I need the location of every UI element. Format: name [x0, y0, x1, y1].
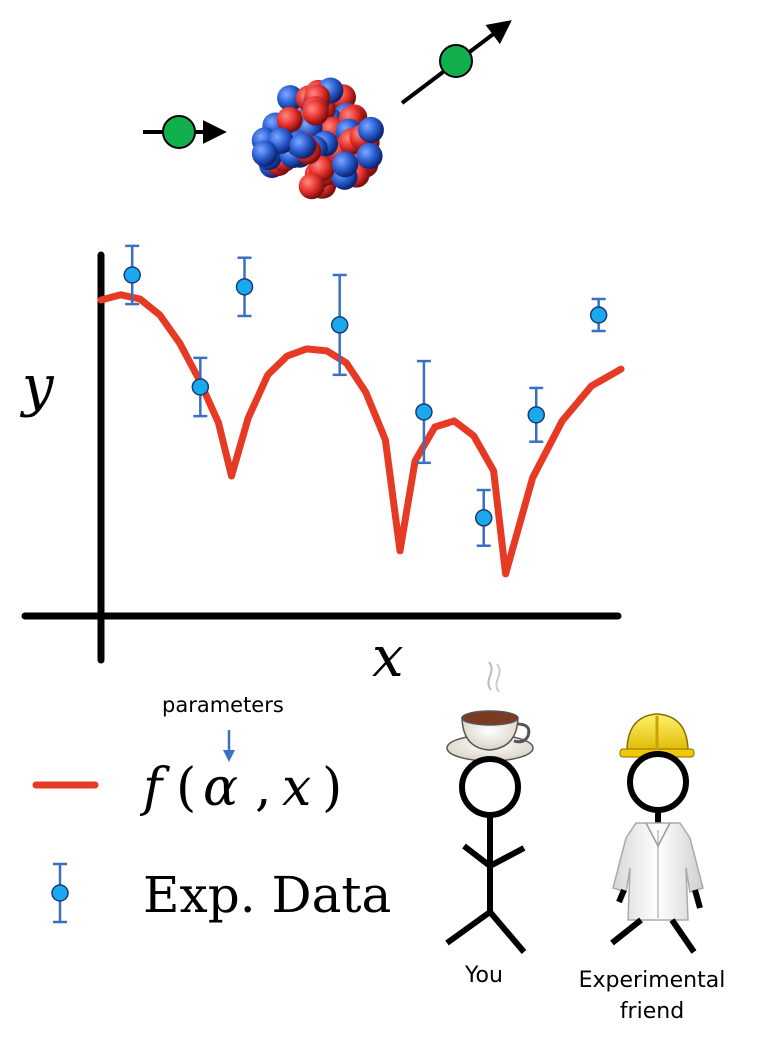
proton-icon — [298, 173, 325, 200]
legend: parameters f ( α , x ) Exp. Data — [32, 693, 391, 924]
model-curve — [97, 291, 625, 578]
data-marker — [330, 316, 349, 334]
hard-hat-icon — [619, 713, 695, 758]
data-marker — [123, 266, 141, 284]
proton-icon — [276, 106, 303, 133]
neutron-icon — [277, 85, 304, 112]
data-point-6 — [474, 488, 493, 547]
scattered-particle-icon — [439, 44, 473, 78]
data-point-2 — [191, 356, 210, 418]
data-point-5 — [415, 359, 433, 465]
parameters-annotation: parameters — [162, 693, 284, 717]
proton-icon — [302, 99, 329, 126]
data-point-3 — [235, 256, 254, 318]
lab-coat-icon — [612, 822, 704, 921]
chart: y x — [19, 244, 625, 690]
data-point-8 — [589, 297, 608, 333]
legend-exp-data-label: Exp. Data — [143, 866, 391, 924]
experimental-friend-figure: Experimental friend — [579, 713, 726, 1024]
neutron-icon — [251, 140, 278, 167]
outgoing-projectile — [400, 20, 512, 105]
you-figure: You — [445, 661, 534, 988]
y-axis-label: y — [19, 354, 55, 419]
func-alpha: α — [203, 758, 238, 818]
func-f: f — [139, 758, 170, 818]
legend-data-swatch — [51, 862, 69, 924]
x-axis-label: x — [372, 625, 404, 690]
data-point-7 — [527, 386, 545, 443]
neutron-icon — [357, 116, 384, 143]
neutron-icon — [356, 143, 383, 169]
friend-label-line2: friend — [620, 999, 684, 1024]
friend-label-line1: Experimental — [579, 968, 726, 993]
nucleus-icon — [251, 77, 384, 200]
you-label: You — [464, 963, 503, 988]
data-point-1 — [123, 244, 141, 306]
neutron-icon — [332, 151, 359, 178]
data-point-4 — [330, 273, 349, 377]
func-comma: , — [255, 758, 272, 818]
data-marker — [415, 403, 433, 421]
func-open-paren: ( — [176, 758, 196, 818]
data-marker — [589, 306, 608, 324]
exp-data-points — [123, 244, 608, 547]
incoming-projectile — [143, 115, 227, 149]
data-marker — [527, 406, 545, 424]
func-x: x — [282, 758, 311, 818]
projectile-particle-icon — [162, 115, 196, 149]
neutron-icon — [289, 132, 316, 159]
data-marker — [191, 378, 210, 396]
parameters-arrowhead-icon — [223, 750, 235, 762]
data-marker — [235, 278, 254, 296]
coffee-cup-icon — [446, 661, 534, 762]
func-close-paren: ) — [322, 758, 342, 818]
data-marker — [474, 509, 493, 527]
